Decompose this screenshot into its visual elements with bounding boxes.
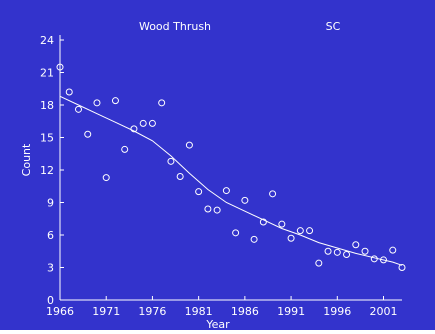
x-axis-label: Year: [205, 318, 230, 330]
x-tick-label: 1971: [92, 305, 120, 318]
data-point: [232, 229, 240, 237]
y-tick-label: 3: [47, 262, 54, 275]
y-tick-label: 9: [47, 197, 54, 210]
data-point: [287, 234, 295, 242]
data-point: [333, 248, 341, 256]
data-point: [352, 241, 360, 249]
data-point: [259, 218, 267, 226]
y-tick-label: 15: [40, 132, 54, 145]
data-point: [185, 141, 193, 149]
data-point: [167, 157, 175, 165]
data-point: [398, 264, 406, 271]
chart-title: Wood Thrush: [139, 20, 211, 33]
data-point: [296, 227, 304, 235]
data-point: [111, 97, 119, 105]
data-point: [222, 187, 230, 195]
data-point: [93, 99, 101, 107]
data-point: [269, 190, 277, 198]
x-tick-label: 1966: [46, 305, 74, 318]
data-point: [306, 227, 314, 235]
x-tick-label: 1976: [138, 305, 166, 318]
data-point: [389, 246, 397, 254]
data-point: [315, 259, 323, 267]
x-tick-label: 1996: [323, 305, 351, 318]
data-point: [84, 130, 92, 138]
data-point: [278, 220, 286, 228]
chart-region-label: SC: [326, 20, 341, 33]
data-point: [74, 105, 82, 113]
data-point: [241, 196, 249, 204]
trend-line-group: [59, 95, 403, 266]
x-tick-label: 1986: [231, 305, 259, 318]
data-point: [213, 206, 221, 214]
data-point: [361, 247, 369, 255]
x-tick-label: 1981: [185, 305, 213, 318]
axes: 0 3 6 9 12 15 18 21 24 1966 1971 1976 1981 1986 1991 19…: [40, 34, 402, 318]
y-tick-label: 12: [40, 164, 54, 177]
data-point: [204, 205, 212, 213]
y-tick-label: 21: [40, 67, 54, 80]
x-tick-label: 2001: [370, 305, 398, 318]
data-point: [158, 99, 166, 107]
y-axis-label: Count: [20, 143, 33, 176]
trend-line: [59, 95, 403, 266]
data-points: [56, 63, 406, 271]
data-point: [56, 63, 64, 71]
y-tick-label: 24: [40, 34, 54, 47]
data-point: [121, 145, 129, 153]
data-point: [250, 235, 258, 243]
data-point: [380, 256, 388, 264]
data-point: [176, 173, 184, 180]
y-tick-label: 6: [47, 229, 54, 242]
data-point: [65, 88, 73, 96]
data-point: [148, 119, 156, 127]
data-point: [102, 174, 110, 182]
y-tick-label: 0: [47, 294, 54, 307]
data-point: [324, 247, 332, 255]
data-point: [370, 255, 378, 263]
x-tick-label: 1991: [277, 305, 305, 318]
y-tick-label: 18: [40, 99, 54, 112]
data-point: [195, 188, 203, 196]
data-point: [130, 125, 138, 133]
data-point: [139, 119, 147, 127]
data-point: [343, 251, 351, 258]
